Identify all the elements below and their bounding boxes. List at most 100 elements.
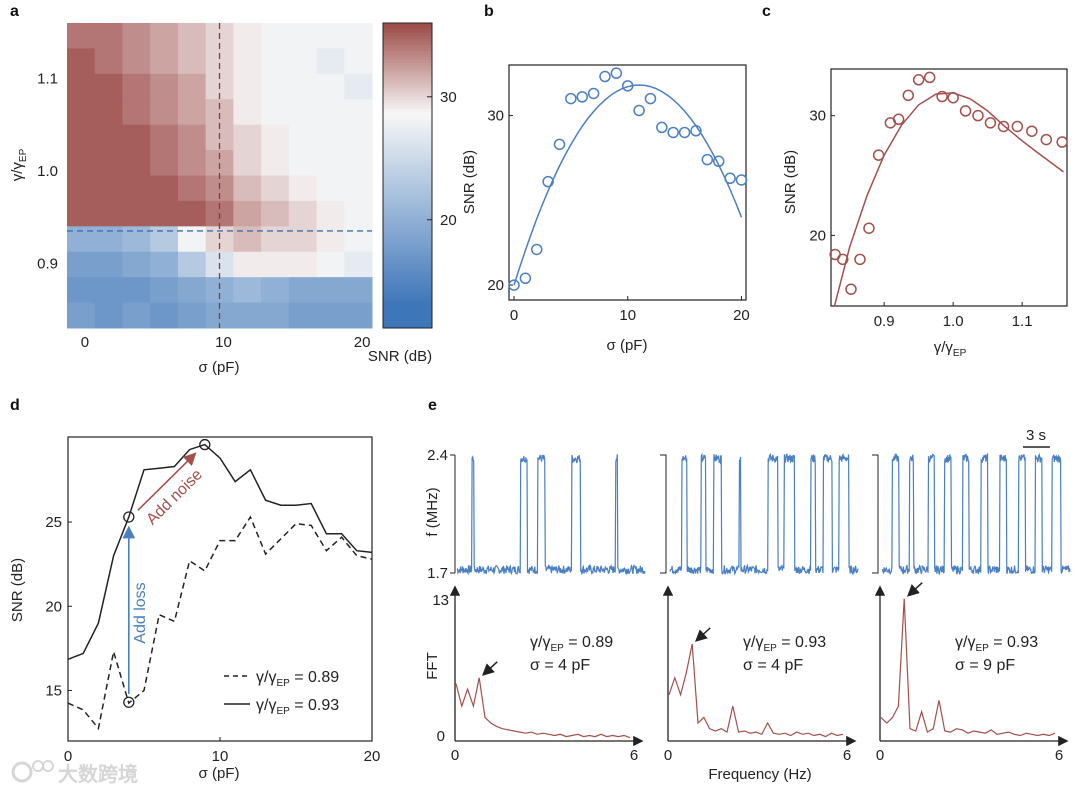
data-point [576,91,588,103]
heatmap-cell [94,277,123,304]
colorbar-segment [383,178,432,183]
heatmap-cell [288,200,318,227]
data-point [1040,133,1053,146]
panel-b-xlabel: σ (pF) [607,337,648,354]
heatmap-cell [150,150,179,176]
data-point [1056,136,1068,148]
heatmap-cell [288,124,318,151]
heatmap-cell [94,48,123,75]
colorbar-segment [383,300,432,305]
data-point [656,121,668,134]
heatmap-cell [288,73,318,100]
heatmap-cell [233,251,262,278]
heatmap-cell [94,150,123,176]
series-line-dashed [67,515,373,731]
colorbar-segment [383,71,432,76]
colorbar-tick-label: 20 [440,212,457,229]
colorbar-segment [383,101,432,106]
heatmap-cell [261,48,290,75]
heatmap-cell [344,175,373,202]
heatmap-cell [177,251,207,278]
colorbar-segment [383,324,432,329]
data-point [912,74,925,86]
colorbar-segment [383,62,432,67]
colorbar-segment [383,68,432,73]
y-tick-label: 30 [809,108,826,125]
colorbar-segment [383,117,432,122]
panel-d-lines: 0 10 20 15 20 25 [45,436,380,765]
heatmap-cell [316,99,345,126]
data-point [724,172,736,185]
data-point [690,125,702,137]
heatmap-cell [233,73,262,100]
colorbar-segment [383,59,432,64]
colorbar-segment [383,293,432,298]
heatmap-cell [177,226,207,253]
watermark-text: 大数跨境 [58,762,138,786]
highlight-marker [123,511,135,523]
panel-d-legend: γ/γEP = 0.89 γ/γEP = 0.93 [224,669,339,717]
fft-x-tick-label: 6 [843,747,851,764]
heatmap-cell [316,23,345,49]
heatmap-cell [177,48,207,75]
panel-label-c: c [762,3,771,20]
heatmap-cell [233,99,262,126]
colorbar-segment [383,123,432,128]
data-point [836,253,849,266]
data-point [712,155,725,168]
frequency-trace [669,452,859,576]
fft-spectrum [455,677,631,739]
x-tick-label: 0 [81,334,89,351]
heatmap-cell [261,23,290,49]
colorbar-segment [383,309,432,314]
data-point [735,174,748,186]
data-point [936,90,948,103]
colorbar-segment [383,275,432,280]
colorbar-segment [383,114,432,119]
heatmap-cell [177,99,207,126]
heatmap-cell [344,200,373,227]
colorbar-segment [383,95,432,100]
panel-c-scatter: 0.9 1.0 1.1 20 30 [809,68,1068,330]
colorbar-segment [383,303,432,308]
colorbar-segment [383,74,432,79]
fit-curve [513,84,743,286]
subpanel-1: 2.4 1.7 13 00 6 γ/γEP = 0.89 σ = 4 pF [427,447,646,764]
colorbar-segment [383,107,432,112]
heatmap-cell [316,48,345,75]
data-point [644,92,657,105]
peak-arrow-icon [481,661,498,676]
heatmap-cell [344,124,373,151]
colorbar-segment [383,220,432,225]
colorbar-segment [383,254,432,259]
y-tick-label: 0.9 [37,255,58,272]
add-noise-annotation: Add noise [143,466,206,528]
colorbar-segment [383,278,432,283]
colorbar-segment [383,181,432,186]
heatmap-cell [261,124,290,151]
heatmap-cell [288,23,318,49]
heatmap-cell [316,302,345,329]
heatmap-cell [316,251,345,278]
panel-a-heatmap: 0 10 20 1.1 1.0 0.9 20 30 [37,22,457,351]
peak-arrow-icon [906,582,923,597]
gamma-annotation: γ/γEP = 0.93 [955,634,1038,654]
colorbar-segment [383,156,432,161]
heatmap-cell [67,150,96,176]
data-point [565,92,577,105]
panel-label-b: b [484,3,494,20]
data-point [542,175,554,188]
colorbar-segment [383,290,432,295]
data-point [902,89,915,102]
y-tick-label: 20 [45,598,62,615]
subpanel-2: 0 6 γ/γEP = 0.93 σ = 4 pF [660,452,859,764]
heatmap-cell [67,73,96,100]
panel-c-xlabel: γ/γEP [934,339,967,359]
data-point [984,117,997,129]
colorbar-segment [383,312,432,317]
panel-e-xlabel: Frequency (Hz) [708,766,811,783]
heatmap-cell [288,150,318,176]
fft-x-tick-label: 0 [664,747,672,764]
data-point [892,113,905,126]
ts-y-tick-label: 2.4 [427,447,448,464]
